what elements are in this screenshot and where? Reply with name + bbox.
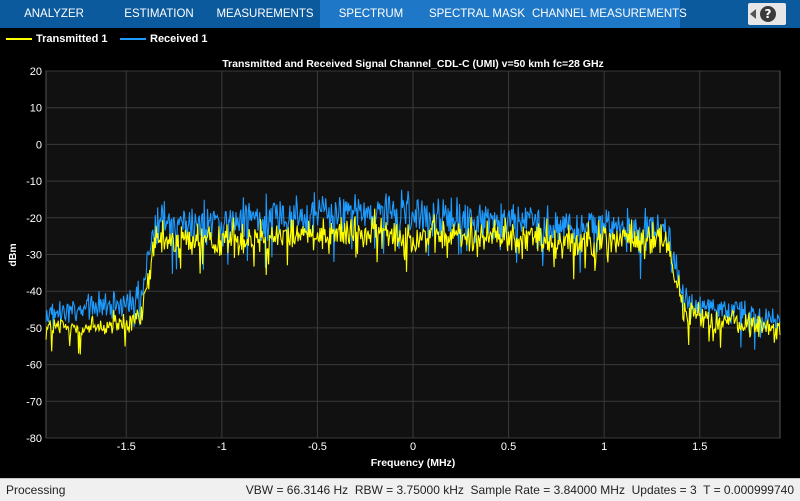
x-tick-label: 1 — [601, 441, 607, 453]
series-transmitted-line — [45, 208, 781, 355]
x-tick-label: -1.5 — [117, 441, 136, 453]
y-tick-label: -80 — [26, 433, 42, 445]
tab-spectrum[interactable]: SPECTRUM — [320, 0, 422, 28]
toolstrip: ANALYZER ESTIMATION MEASUREMENTS SPECTRU… — [0, 0, 800, 28]
chart-title: Transmitted and Received Signal Channel_… — [222, 58, 604, 70]
y-tick-label: -40 — [26, 286, 42, 298]
y-tick-label: 20 — [30, 66, 42, 78]
legend: Transmitted 1 Received 1 — [0, 28, 800, 50]
help-button[interactable]: ? — [748, 3, 786, 25]
y-tick-label: -50 — [26, 323, 42, 335]
y-tick-label: -20 — [26, 213, 42, 225]
x-tick-label: 0 — [410, 441, 416, 453]
spectrum-plot[interactable]: Transmitted and Received Signal Channel_… — [0, 50, 800, 478]
y-tick-label: 10 — [30, 103, 42, 115]
x-tick-label: -1 — [217, 441, 227, 453]
x-tick-label: 1.5 — [692, 441, 707, 453]
y-tick-label: -30 — [26, 250, 42, 262]
tab-measurements[interactable]: MEASUREMENTS — [216, 8, 314, 20]
status-measurements: VBW = 66.3146 Hz RBW = 3.75000 kHz Sampl… — [245, 483, 794, 497]
tab-analyzer[interactable]: ANALYZER — [24, 8, 84, 20]
status-text: Processing — [6, 483, 66, 497]
legend-item-transmitted[interactable]: Transmitted 1 — [36, 33, 108, 45]
tab-spectral-mask[interactable]: SPECTRAL MASK — [422, 0, 532, 28]
tick-labels: -1.5 -1 -0.5 0 0.5 1 1.5 20 10 0 -10 -20 -30 -40 -50 -6… — [26, 66, 707, 453]
y-tick-label: -70 — [26, 396, 42, 408]
series-layer — [45, 189, 781, 355]
tab-channel-measurements[interactable]: CHANNEL MEASUREMENTS — [532, 0, 687, 28]
legend-swatch-transmitted — [6, 38, 32, 40]
help-icon: ? — [760, 6, 776, 22]
grid — [46, 70, 780, 439]
y-tick-label: -60 — [26, 360, 42, 372]
y-tick-label: 0 — [36, 139, 42, 151]
legend-swatch-received — [120, 38, 146, 40]
y-tick-label: -10 — [26, 176, 42, 188]
x-tick-label: 0.5 — [501, 441, 516, 453]
status-bar: Processing VBW = 66.3146 Hz RBW = 3.7500… — [0, 478, 800, 501]
collapse-arrow-icon[interactable] — [750, 9, 756, 19]
tab-estimation[interactable]: ESTIMATION — [124, 8, 194, 20]
x-tick-label: -0.5 — [308, 441, 327, 453]
x-axis-label: Frequency (MHz) — [371, 457, 456, 469]
series-received-line — [45, 189, 781, 350]
y-axis-label: dBm — [7, 243, 19, 266]
legend-item-received[interactable]: Received 1 — [150, 33, 208, 45]
